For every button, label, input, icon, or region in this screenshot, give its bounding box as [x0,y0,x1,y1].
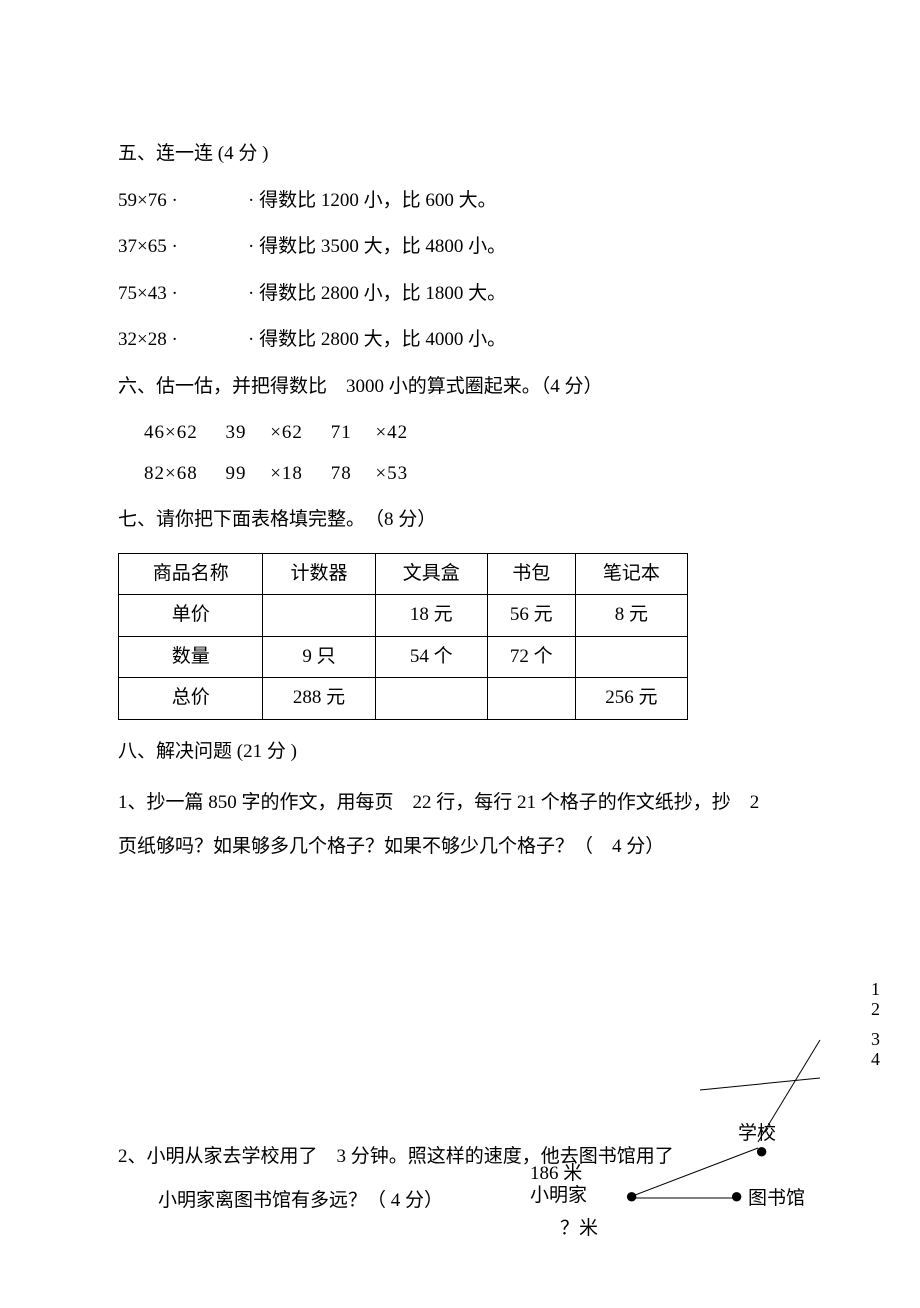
qty-c1: 9 只 [263,636,375,678]
section-6-title: 六、估一估，并把得数比 3000 小的算式圈起来。（4 分） [118,373,802,402]
label-home: 小明家 [530,1182,587,1211]
match-right-1: · 得数比 1200 小，比 600 大。 [248,187,802,216]
table-row-qty: 数量 9 只 54 个 72 个 [119,636,688,678]
qty-label: 数量 [119,636,263,678]
page-frac-top: 1 2 [871,980,880,1020]
sec6-line-2: 82×68 99 ×18 78 ×53 [144,460,802,489]
hdr-1: 计数器 [263,553,375,595]
qty-c2: 54 个 [375,636,487,678]
table-row-unit: 单价 18 元 56 元 8 元 [119,595,688,637]
hdr-2: 文具盒 [375,553,487,595]
s6-l2-e: ×53 [375,463,408,484]
q1-line-1: 1、抄一篇 850 字的作文，用每页 22 行，每行 21 个格子的作文纸抄，抄… [118,784,802,822]
match-row-2: 37×65 · · 得数比 3500 大，比 4800 小。 [118,233,802,262]
table-row-header: 商品名称 计数器 文具盒 书包 笔记本 [119,553,688,595]
dot-home: ● [625,1185,638,1207]
qty-c4 [575,636,687,678]
hdr-4: 笔记本 [575,553,687,595]
s6-l1-e: ×42 [375,422,408,443]
match-left-4: 32×28 · [118,326,248,355]
table-row-total: 总价 288 元 256 元 [119,678,688,720]
match-right-2: · 得数比 3500 大，比 4800 小。 [248,233,802,262]
match-left-2: 37×65 · [118,233,248,262]
total-c1: 288 元 [263,678,375,720]
s6-l2-a: 82×68 [144,463,198,484]
unit-label: 单价 [119,595,263,637]
match-row-4: 32×28 · · 得数比 2800 大，比 4000 小。 [118,326,802,355]
s6-l1-b: 39 [225,422,246,443]
total-c3 [487,678,575,720]
dot-school: ● [755,1140,768,1162]
match-right-4: · 得数比 2800 大，比 4000 小。 [248,326,802,355]
hdr-3: 书包 [487,553,575,595]
price-table: 商品名称 计数器 文具盒 书包 笔记本 单价 18 元 56 元 8 元 数量 … [118,553,688,720]
page-frac-bot: 3 4 [871,1030,880,1070]
q1-line-2: 页纸够吗？如果够多几个格子？如果不够少几个格子？（ 4 分） [118,828,802,866]
unit-c4: 8 元 [575,595,687,637]
section-7-title: 七、请你把下面表格填完整。 （8 分） [118,506,802,535]
match-right-3: · 得数比 2800 小，比 1800 大。 [248,280,802,309]
s6-l1-c: ×62 [270,422,303,443]
s6-l2-c: ×18 [270,463,303,484]
hdr-0: 商品名称 [119,553,263,595]
match-left-3: 75×43 · [118,280,248,309]
match-row-1: 59×76 · · 得数比 1200 小，比 600 大。 [118,187,802,216]
label-unknown-dist: ？米 [560,1215,598,1244]
s6-l2-b: 99 [225,463,246,484]
qty-c3: 72 个 [487,636,575,678]
unit-c3: 56 元 [487,595,575,637]
label-library: 图书馆 [748,1185,805,1214]
map-diagram: 1 2 3 4 学校 ● 186 米 小明家 ● ● 图书馆 ？米 [520,1020,880,1270]
match-left-1: 59×76 · [118,187,248,216]
sec6-line-1: 46×62 39 ×62 71 ×42 [144,419,802,448]
total-c2 [375,678,487,720]
s6-l2-d: 78 [331,463,352,484]
unit-c2: 18 元 [375,595,487,637]
s6-l1-a: 46×62 [144,422,198,443]
unit-c1 [263,595,375,637]
section-5-title: 五、连一连 (4 分 ) [118,140,802,169]
total-label: 总价 [119,678,263,720]
total-c4: 256 元 [575,678,687,720]
dot-library: ● [730,1185,743,1207]
s6-l1-d: 71 [331,422,352,443]
match-row-3: 75×43 · · 得数比 2800 小，比 1800 大。 [118,280,802,309]
section-8-title: 八、解决问题 (21 分 ) [118,738,802,767]
